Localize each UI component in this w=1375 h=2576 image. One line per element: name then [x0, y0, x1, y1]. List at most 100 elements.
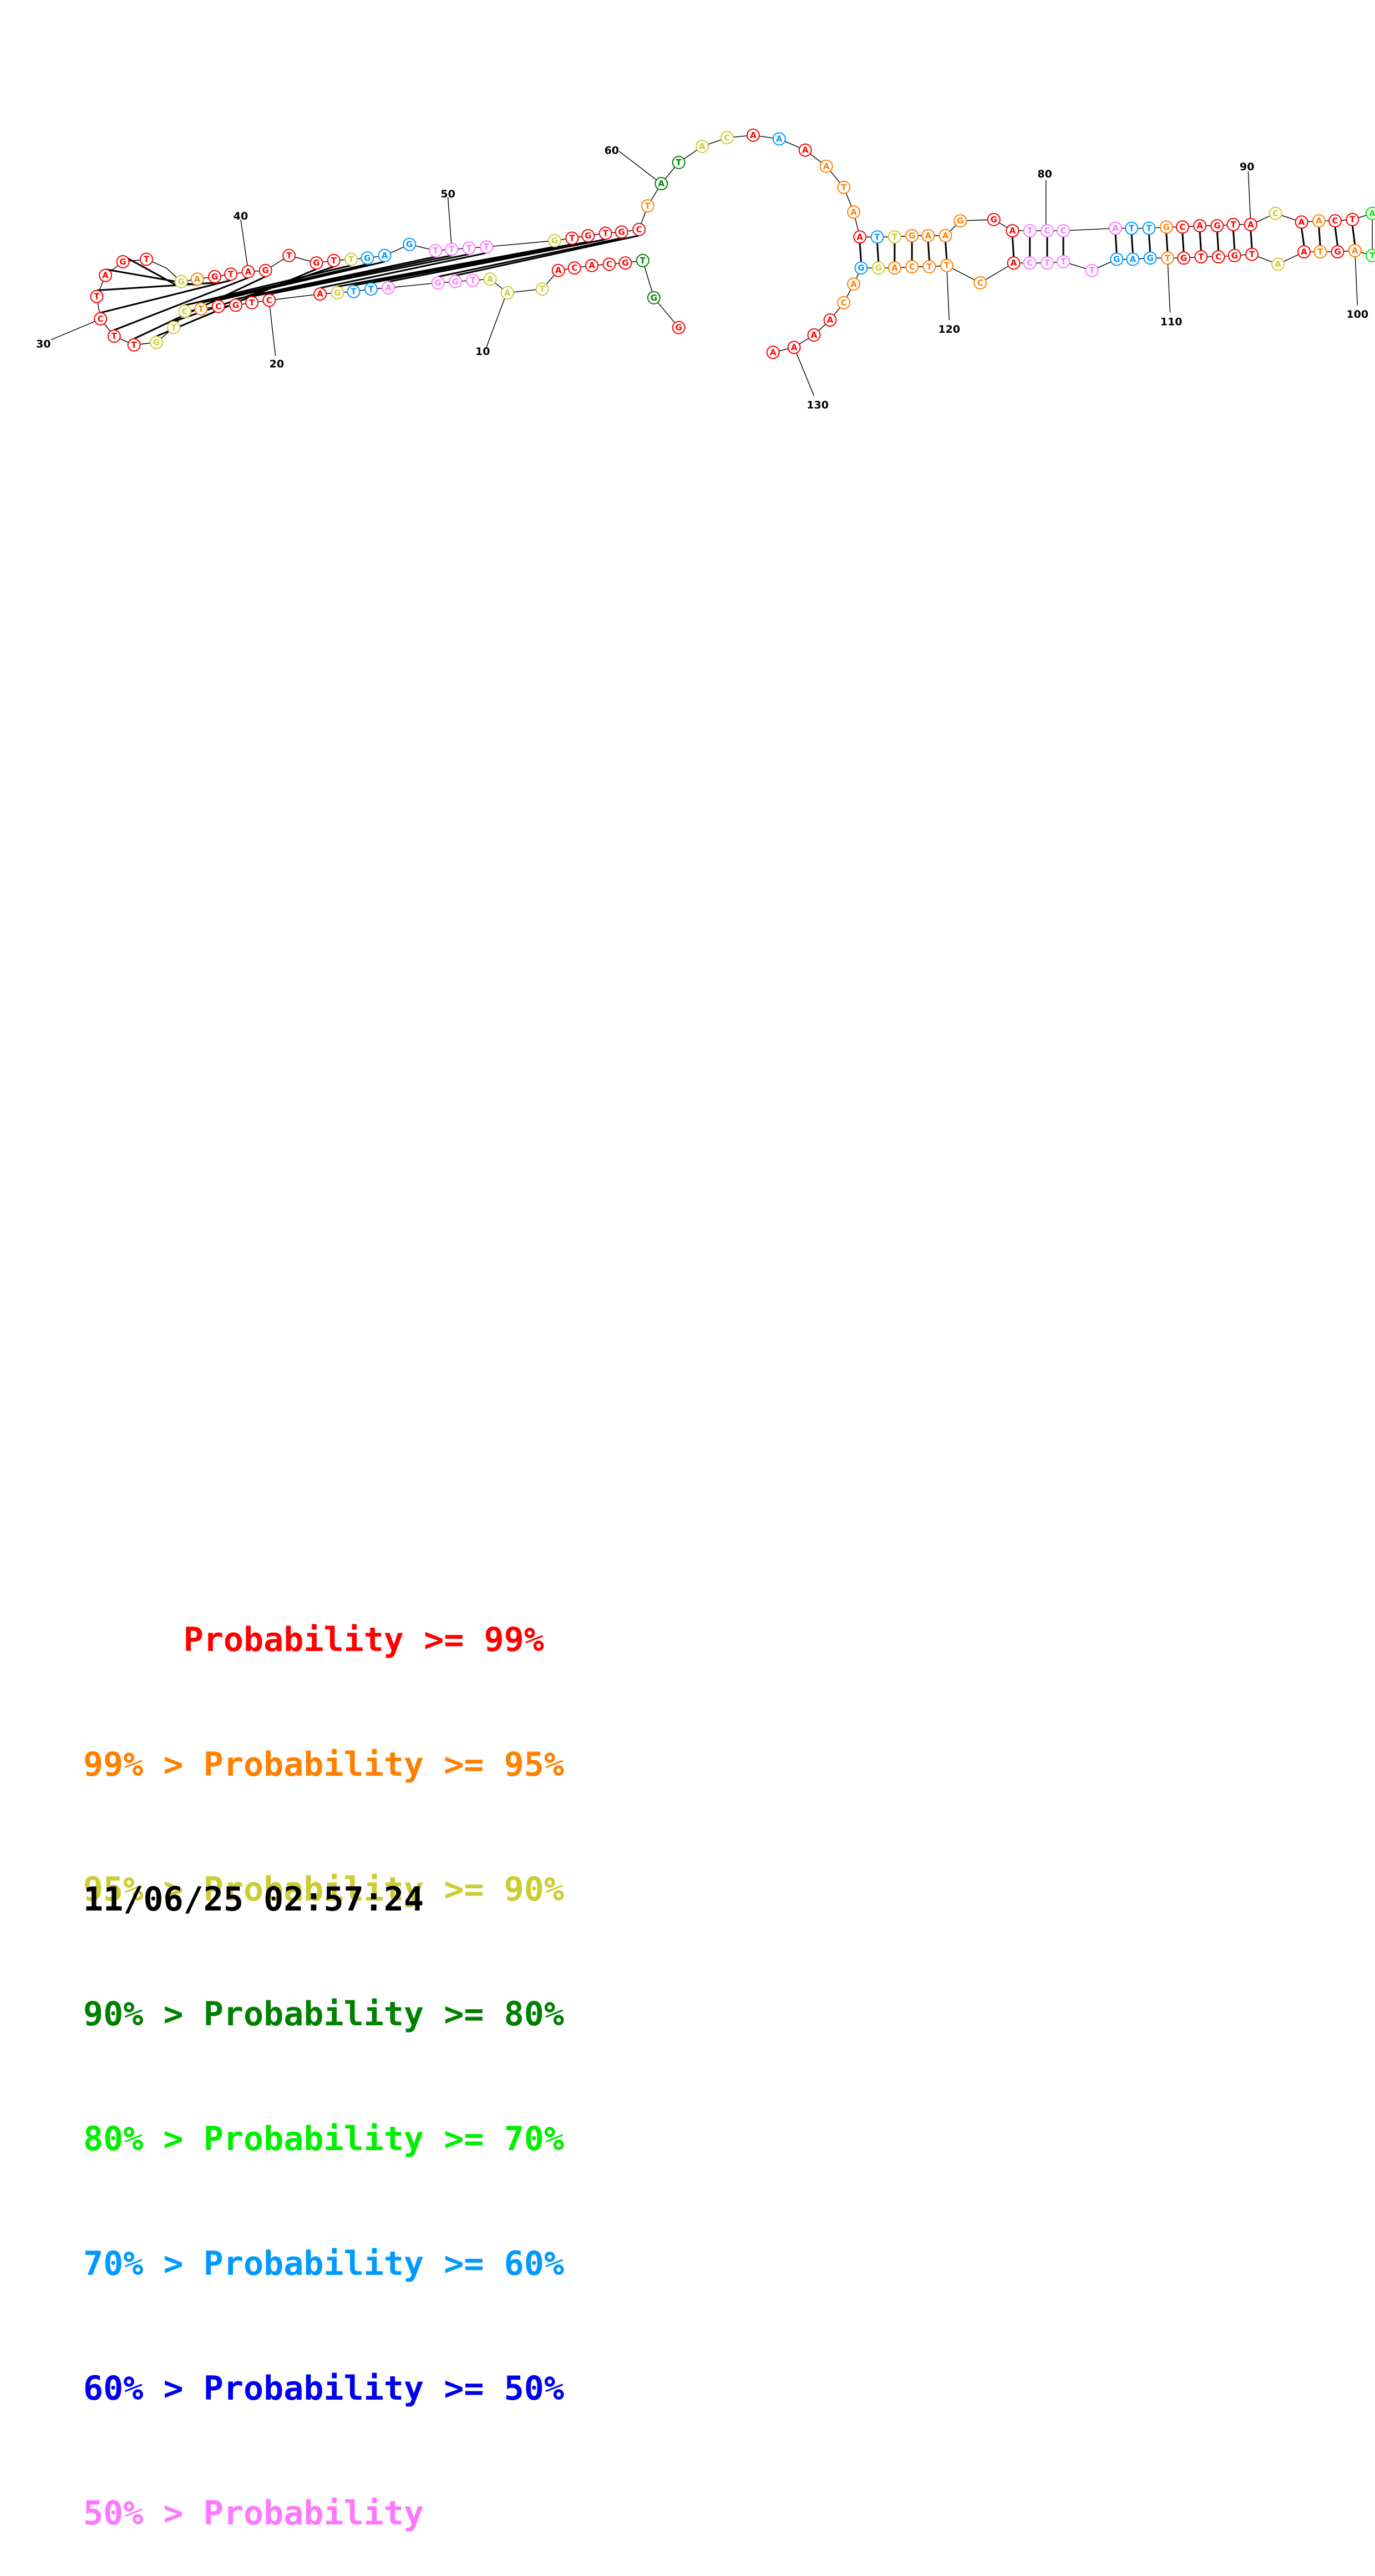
- nucleotide-letter: C: [98, 314, 104, 324]
- nucleotide-letter: G: [622, 258, 628, 268]
- nucleotide-bottom-8: A: [889, 262, 901, 274]
- nucleotide-letter: G: [153, 337, 160, 347]
- nucleotide-bottom-53: T: [246, 297, 258, 309]
- nucleotide-bottom-59: G: [150, 336, 163, 348]
- nucleotide-bottom-31: A: [1349, 245, 1361, 257]
- nucleotide-bottom-11: T: [941, 260, 953, 272]
- nucleotide-letter: T: [286, 251, 292, 261]
- nucleotide-letter: C: [1272, 209, 1278, 219]
- base-pair-bond: [1183, 233, 1184, 252]
- base-pair-bond: [946, 242, 947, 260]
- nucleotide-letter: T: [144, 255, 150, 265]
- nucleotide-letter: T: [351, 287, 357, 297]
- nucleotide-letter: T: [1165, 253, 1171, 263]
- base-pair-bond: [1352, 226, 1355, 245]
- nucleotide-top-53: T: [1227, 219, 1240, 231]
- legend-row-95: 99% > Probability >= 95%: [83, 1744, 564, 1786]
- nucleotide-letter: C: [1215, 252, 1221, 262]
- nucleotide-letter: T: [1198, 252, 1204, 262]
- nucleotide-bottom-28: A: [1298, 246, 1310, 258]
- nucleotide-letter: G: [991, 215, 997, 225]
- nucleotide-top-58: C: [1329, 215, 1341, 227]
- nucleotide-top-38: A: [922, 230, 934, 242]
- base-pair-bond: [1132, 235, 1133, 253]
- nucleotide-letter: G: [232, 300, 239, 310]
- nucleotide-letter: A: [850, 207, 857, 217]
- nucleotide-bottom-62: C: [94, 313, 106, 325]
- nucleotide-bottom-27: A: [1272, 258, 1284, 271]
- nucleotide-top-36: T: [889, 231, 901, 243]
- nucleotide-bottom-16: T: [1057, 256, 1069, 268]
- nucleotide-top-34: A: [854, 231, 866, 243]
- nucleotide-letter: T: [676, 157, 682, 167]
- nucleotide-letter: G: [1231, 251, 1238, 261]
- nucleotide-top-14: T: [445, 243, 458, 256]
- nucleotide-letter: G: [313, 258, 319, 268]
- nucleotide-bottom-55: C: [212, 301, 225, 313]
- nucleotide-letter: A: [811, 330, 818, 340]
- nucleotide-top-12: G: [403, 238, 415, 251]
- nucleotide-bottom-32: T: [1366, 250, 1375, 262]
- nucleotide-letter: A: [102, 271, 109, 281]
- nucleotide-letter: T: [1249, 250, 1255, 260]
- nucleotide-top-40: G: [954, 215, 966, 227]
- nucleotide-letter: A: [1130, 255, 1136, 265]
- nucleotide-letter: G: [618, 227, 625, 237]
- nucleotide-bottom-56: T: [195, 303, 207, 315]
- index-label-100: 100: [1346, 308, 1368, 321]
- nucleotide-top-13: T: [429, 245, 442, 257]
- nucleotide-bottom-65: G: [117, 256, 129, 268]
- nucleotide-letter: A: [791, 342, 798, 352]
- nucleotide-letter: A: [1011, 258, 1017, 268]
- nucleotide-letter: T: [1089, 266, 1095, 276]
- nucleotide-bottom-1: A: [788, 341, 800, 353]
- nucleotide-top-48: T: [1143, 222, 1155, 235]
- nucleotide-top-19: G: [582, 230, 594, 242]
- nucleotide-top-49: G: [1160, 221, 1173, 233]
- legend-row-60: 70% > Probability >= 60%: [83, 2243, 564, 2285]
- nucleotide-bottom-15: T: [1041, 257, 1053, 269]
- nucleotide-bottom-25: G: [1229, 250, 1241, 262]
- nucleotide-bottom-51: A: [314, 288, 326, 300]
- nucleotide-top-60: A: [1366, 207, 1375, 220]
- nucleotide-top-24: A: [655, 177, 667, 190]
- nucleotide-bottom-40: A: [552, 265, 565, 277]
- nucleotide-bottom-64: A: [99, 270, 111, 282]
- index-tick: [619, 151, 661, 184]
- nucleotide-letter: A: [317, 289, 323, 299]
- nucleotide-letter: T: [640, 256, 646, 266]
- nucleotide-letter: A: [504, 288, 511, 298]
- nucleotide-letter: T: [484, 242, 490, 252]
- base-pair-bond: [1200, 232, 1201, 251]
- nucleotide-bottom-35: T: [637, 255, 649, 267]
- nucleotide-letter: A: [1247, 220, 1254, 230]
- nucleotide-bottom-50: G: [332, 287, 344, 299]
- nucleotide-letter: C: [1027, 258, 1033, 268]
- nucleotide-bottom-5: A: [848, 278, 860, 290]
- nucleotide-top-35: T: [871, 231, 884, 243]
- nucleotide-letter: T: [539, 284, 545, 294]
- nucleotide-bottom-54: G: [230, 299, 242, 311]
- nucleotide-letter: A: [1009, 226, 1016, 236]
- index-label-40: 40: [234, 210, 248, 222]
- nucleotide-letter: T: [569, 233, 575, 243]
- nucleotide-letter: G: [435, 278, 442, 288]
- nucleotide-letter: A: [856, 232, 863, 242]
- nucleotide-letter: A: [382, 251, 388, 261]
- base-pair-bond: [1115, 235, 1117, 253]
- base-pair-bond: [1166, 233, 1168, 252]
- nucleotide-top-45: C: [1057, 225, 1069, 237]
- base-pair-bond: [1217, 232, 1219, 251]
- nucleotide-bottom-20: G: [1144, 252, 1156, 264]
- legend-row-below-50: 50% > Probability: [83, 2493, 564, 2534]
- nucleotide-letter: T: [1027, 226, 1033, 236]
- nucleotide-top-11: A: [379, 250, 391, 262]
- nucleotide-letter: G: [334, 288, 341, 298]
- nucleotide-letter: A: [1275, 260, 1281, 270]
- nucleotide-letter: G: [1180, 253, 1187, 263]
- nucleotide-bottom-30: G: [1332, 246, 1344, 258]
- nucleotide-bottom-24: C: [1212, 251, 1225, 263]
- nucleotide-bottom-39: C: [569, 262, 581, 274]
- nucleotide-bottom-37: C: [603, 258, 615, 271]
- nucleotide-top-56: A: [1296, 216, 1308, 228]
